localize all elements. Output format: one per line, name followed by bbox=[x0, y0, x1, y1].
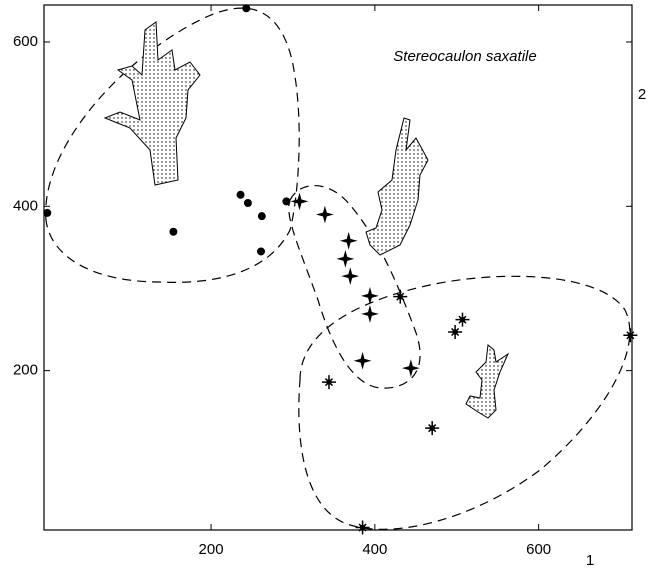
data-point bbox=[393, 289, 408, 304]
group-outline bbox=[288, 185, 421, 389]
lichen-illustration bbox=[365, 117, 429, 256]
x-tick-label: 400 bbox=[362, 541, 387, 558]
data-point bbox=[315, 205, 334, 224]
data-point bbox=[341, 267, 360, 286]
data-point bbox=[353, 351, 372, 370]
data-point bbox=[448, 324, 463, 339]
group-outline bbox=[298, 275, 631, 530]
data-point bbox=[236, 190, 245, 199]
data-point bbox=[169, 227, 178, 236]
data-point bbox=[290, 192, 309, 211]
data-point bbox=[242, 4, 251, 13]
y-tick-label: 200 bbox=[13, 362, 38, 379]
data-point bbox=[361, 286, 379, 305]
chart-title: Stereocaulon saxatile bbox=[393, 48, 536, 65]
lichen-illustration bbox=[465, 344, 510, 419]
plot-frame bbox=[43, 4, 633, 531]
data-point bbox=[257, 212, 266, 221]
data-point bbox=[355, 520, 370, 535]
data-point bbox=[425, 421, 440, 436]
data-point bbox=[623, 328, 638, 343]
data-point bbox=[243, 199, 252, 207]
y-tick-label: 400 bbox=[13, 197, 38, 214]
data-point bbox=[401, 359, 420, 378]
group-outline bbox=[45, 7, 300, 283]
data-point bbox=[282, 197, 291, 206]
data-point bbox=[257, 247, 266, 256]
x-tick-label: 200 bbox=[199, 541, 224, 558]
data-point bbox=[339, 231, 358, 250]
data-point bbox=[321, 375, 336, 390]
data-point bbox=[43, 208, 52, 217]
data-point bbox=[336, 249, 355, 268]
x-axis-label: 1 bbox=[586, 552, 594, 569]
y-axis-label: 2 bbox=[638, 86, 646, 103]
y-tick-label: 600 bbox=[13, 33, 38, 50]
x-tick-label: 600 bbox=[526, 541, 551, 558]
data-point bbox=[455, 312, 470, 327]
lichen-illustration bbox=[103, 21, 201, 186]
data-point bbox=[361, 305, 379, 323]
